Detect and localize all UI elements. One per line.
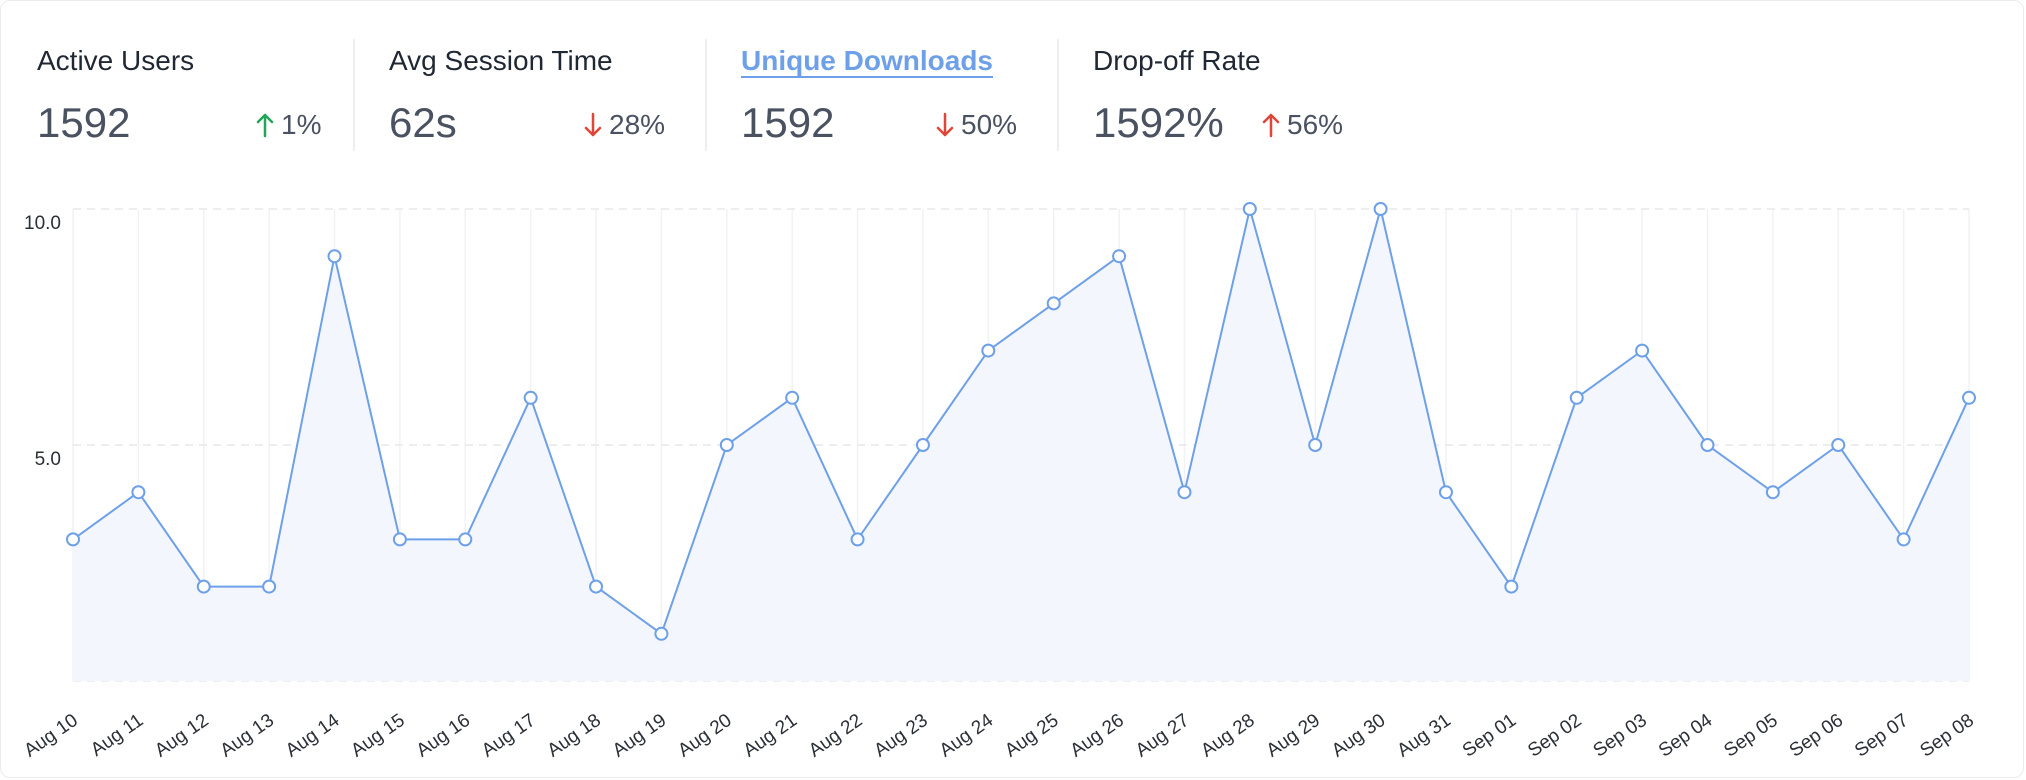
data-point xyxy=(1635,343,1650,358)
x-tick-label: Aug 22 xyxy=(805,710,866,762)
metric-label: Drop-off Rate xyxy=(1093,45,1261,76)
metric-value: 1592% xyxy=(1093,99,1224,146)
data-point xyxy=(1896,532,1911,547)
metric-divider xyxy=(705,39,707,151)
x-tick-label: Aug 11 xyxy=(87,710,147,761)
metric-avg-session-time[interactable]: Avg Session Time 62s 28% xyxy=(389,39,679,153)
metrics-bar: Active Users 1592 1% Avg Session Time 62… xyxy=(1,1,2026,161)
x-tick-label: Aug 31 xyxy=(1393,710,1454,762)
metric-delta-value: 56% xyxy=(1287,109,1344,140)
y-tick-label: 10.0 xyxy=(24,213,61,234)
arrow-down-icon xyxy=(936,112,954,137)
y-tick-label: 5.0 xyxy=(35,449,61,470)
metric-divider xyxy=(353,39,355,151)
metric-delta-value: 50% xyxy=(961,109,1018,140)
data-point xyxy=(327,249,342,264)
x-tick-label: Aug 20 xyxy=(674,710,735,762)
metric-divider xyxy=(1057,39,1059,151)
metric-delta-value: 1% xyxy=(281,109,322,140)
x-tick-label: Aug 15 xyxy=(347,710,408,762)
data-point xyxy=(1700,438,1715,452)
metric-drop-off-rate[interactable]: Drop-off Rate 1592% 56% xyxy=(1093,39,1383,153)
data-point xyxy=(1177,485,1192,500)
metric-label: Avg Session Time xyxy=(389,45,613,76)
x-tick-label: Aug 21 xyxy=(740,710,801,762)
x-tick-label: Aug 18 xyxy=(544,710,605,762)
data-point xyxy=(1373,202,1388,216)
x-tick-label: Aug 26 xyxy=(1067,710,1128,762)
metric-delta: 56% xyxy=(1261,109,1343,141)
arrow-down-icon xyxy=(584,112,602,137)
x-tick-label: Aug 13 xyxy=(217,710,278,762)
data-point xyxy=(392,532,407,547)
x-tick-label: Aug 12 xyxy=(151,710,212,762)
data-point xyxy=(654,626,669,641)
data-point xyxy=(196,579,211,594)
data-point xyxy=(1308,438,1323,452)
series-area xyxy=(73,209,1969,681)
metric-delta: 50% xyxy=(935,109,1017,141)
x-tick-label: Aug 23 xyxy=(870,710,931,762)
x-tick-label: Aug 30 xyxy=(1328,710,1389,762)
x-tick-label: Aug 29 xyxy=(1263,710,1324,762)
metric-value: 62s xyxy=(389,99,457,146)
x-tick-label: Sep 08 xyxy=(1916,710,1977,762)
x-tick-label: Aug 14 xyxy=(282,710,344,762)
x-tick-label: Aug 28 xyxy=(1197,710,1258,762)
data-point xyxy=(1242,202,1257,216)
data-point xyxy=(719,438,734,452)
x-tick-label: Sep 03 xyxy=(1590,710,1651,762)
data-point xyxy=(1831,438,1846,452)
data-point xyxy=(131,485,146,500)
data-point xyxy=(523,390,538,405)
metric-delta-value: 28% xyxy=(609,109,666,140)
metric-unique-downloads[interactable]: Unique Downloads 1592 50% xyxy=(741,39,1031,153)
metric-delta: 1% xyxy=(255,109,321,141)
arrow-up-icon xyxy=(256,113,274,138)
data-point xyxy=(1046,296,1061,311)
x-tick-label: Sep 01 xyxy=(1459,710,1520,762)
x-tick-label: Aug 16 xyxy=(413,710,474,762)
x-tick-label: Sep 07 xyxy=(1851,710,1912,762)
data-point xyxy=(1112,249,1127,264)
data-point xyxy=(1962,390,1976,405)
metric-value: 1592 xyxy=(37,99,131,146)
data-point xyxy=(589,579,604,594)
data-point xyxy=(1438,485,1453,500)
x-tick-label: Sep 04 xyxy=(1655,710,1717,762)
metric-delta: 28% xyxy=(583,109,665,141)
x-tick-label: Aug 10 xyxy=(20,710,81,762)
x-tick-label: Aug 19 xyxy=(609,710,670,762)
x-tick-label: Sep 02 xyxy=(1524,710,1585,762)
data-point xyxy=(785,390,800,405)
metric-label: Active Users xyxy=(37,45,195,76)
data-point xyxy=(1765,485,1780,500)
data-point xyxy=(458,532,473,547)
x-tick-label: Aug 25 xyxy=(1001,710,1062,762)
x-tick-label: Aug 17 xyxy=(478,710,539,762)
data-point xyxy=(850,532,865,547)
data-point xyxy=(1569,390,1584,405)
data-point xyxy=(1504,579,1519,594)
data-point xyxy=(981,343,996,358)
arrow-up-icon xyxy=(1262,113,1280,138)
series-line xyxy=(72,208,1970,636)
metric-label: Unique Downloads xyxy=(741,45,993,76)
metric-active-users[interactable]: Active Users 1592 1% xyxy=(37,39,327,153)
x-tick-label: Sep 06 xyxy=(1786,710,1847,762)
x-tick-label: Aug 27 xyxy=(1132,710,1193,762)
data-point xyxy=(262,579,277,594)
data-point xyxy=(915,438,930,452)
x-tick-label: Sep 05 xyxy=(1720,710,1781,762)
x-tick-label: Aug 24 xyxy=(936,710,998,762)
data-point xyxy=(66,532,80,547)
metric-value: 1592 xyxy=(741,99,835,146)
